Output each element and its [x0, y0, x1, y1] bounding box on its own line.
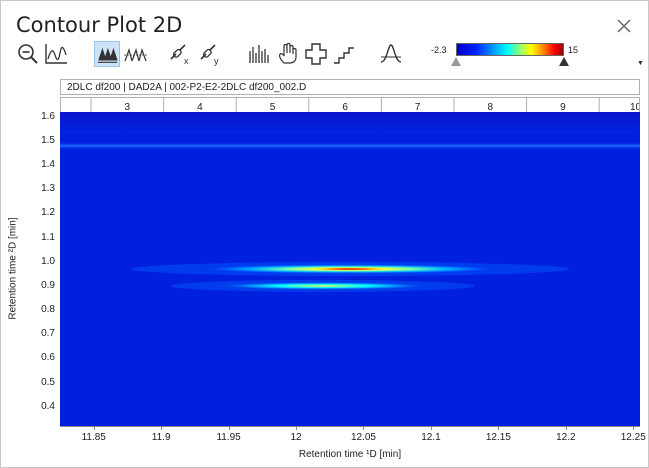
secondary-x-tick-label: 10: [630, 102, 640, 113]
link-x-icon[interactable]: x: [167, 41, 193, 67]
y-tick-label: 1.6: [41, 110, 55, 122]
y-tick-label: 1.5: [41, 134, 55, 146]
toolbar: x y: [15, 41, 645, 71]
peak-shape-icon[interactable]: [378, 41, 404, 67]
y-tick-label: 1.3: [41, 183, 55, 195]
x-tick-label: 11.9: [151, 432, 171, 443]
pan-hand-icon[interactable]: [275, 41, 301, 67]
contour-peaks-icon[interactable]: [94, 41, 120, 67]
colorscale-min-label: -2.3: [431, 45, 447, 55]
x-tick-mark: [228, 426, 230, 430]
zoom-out-icon[interactable]: [15, 41, 41, 67]
svg-text:y: y: [214, 56, 219, 66]
x-tick-label: 12.1: [421, 432, 441, 443]
x-tick-label: 12.2: [556, 432, 576, 443]
y-tick-label: 0.4: [41, 400, 55, 412]
x-tick-label: 12.05: [350, 432, 376, 443]
x-tick-mark: [363, 426, 365, 430]
x-tick-mark: [93, 426, 95, 430]
y-tick-label: 0.7: [41, 328, 55, 340]
spectrum-icon[interactable]: [247, 41, 273, 67]
y-tick-label: 1.4: [41, 159, 55, 171]
secondary-x-axis: 3 4 5 6 7 8 9 10: [60, 97, 640, 113]
y-tick-label: 1.1: [41, 231, 55, 243]
x-tick-label: 12.25: [620, 432, 646, 443]
x-axis-label: Retention time ¹D [min]: [298, 449, 402, 460]
secondary-x-tick-label: 4: [197, 102, 203, 113]
plot-header: 2DLC df200 | DAD2A | 002-P2-E2-2DLC df20…: [60, 79, 640, 95]
x-tick-label: 11.95: [216, 432, 241, 443]
x-tick-mark: [296, 426, 298, 430]
heatmap-peak: [188, 264, 512, 274]
y-tick-label: 0.6: [41, 352, 55, 364]
colorscale-max-marker[interactable]: [559, 57, 569, 66]
y-tick-label: 0.8: [41, 304, 55, 316]
colorscale-bar: [456, 43, 564, 56]
crosshair-plus-icon[interactable]: [303, 41, 329, 67]
link-y-icon[interactable]: y: [197, 41, 223, 67]
x-tick-mark: [430, 426, 432, 430]
y-tick-label: 0.9: [41, 279, 55, 291]
window-title: Contour Plot 2D: [16, 13, 183, 37]
secondary-x-tick-label: 9: [560, 102, 566, 113]
plot-header-text: 2DLC df200 | DAD2A | 002-P2-E2-2DLC df20…: [67, 82, 307, 93]
heatmap-peak: [208, 281, 438, 290]
peaks-icon[interactable]: [122, 41, 148, 67]
stair-step-icon[interactable]: [331, 41, 357, 67]
colorscale-min-marker[interactable]: [451, 57, 461, 66]
x-tick-label: 11.85: [81, 432, 106, 443]
contour-plot-area[interactable]: [60, 112, 640, 426]
x-axis-line: [60, 426, 640, 427]
y-tick-label: 1.0: [41, 255, 55, 267]
colorscale-max-label: 15: [568, 45, 579, 55]
x-tick-label: 12: [290, 432, 302, 443]
secondary-x-tick-label: 7: [415, 102, 421, 113]
heatmap-top-shade: [60, 112, 640, 134]
chromatogram-icon[interactable]: [43, 41, 69, 67]
y-axis-label: Retention time ²D [min]: [7, 217, 19, 320]
x-tick-mark: [633, 426, 635, 430]
close-icon[interactable]: [615, 17, 633, 35]
secondary-x-tick-label: 5: [270, 102, 276, 113]
secondary-x-tick-label: 6: [342, 102, 348, 113]
secondary-x-tick-label: 8: [488, 102, 494, 113]
svg-text:x: x: [184, 56, 189, 66]
x-tick-mark: [565, 426, 567, 430]
y-tick-label: 1.2: [41, 207, 55, 219]
x-tick-mark: [161, 426, 163, 430]
secondary-x-tick-label: 3: [125, 102, 131, 113]
y-tick-label: 0.5: [41, 376, 55, 388]
x-tick-label: 12.15: [485, 432, 511, 443]
chevron-down-icon[interactable]: ▼: [637, 60, 644, 67]
heatmap-band: [60, 141, 640, 150]
x-tick-mark: [498, 426, 500, 430]
